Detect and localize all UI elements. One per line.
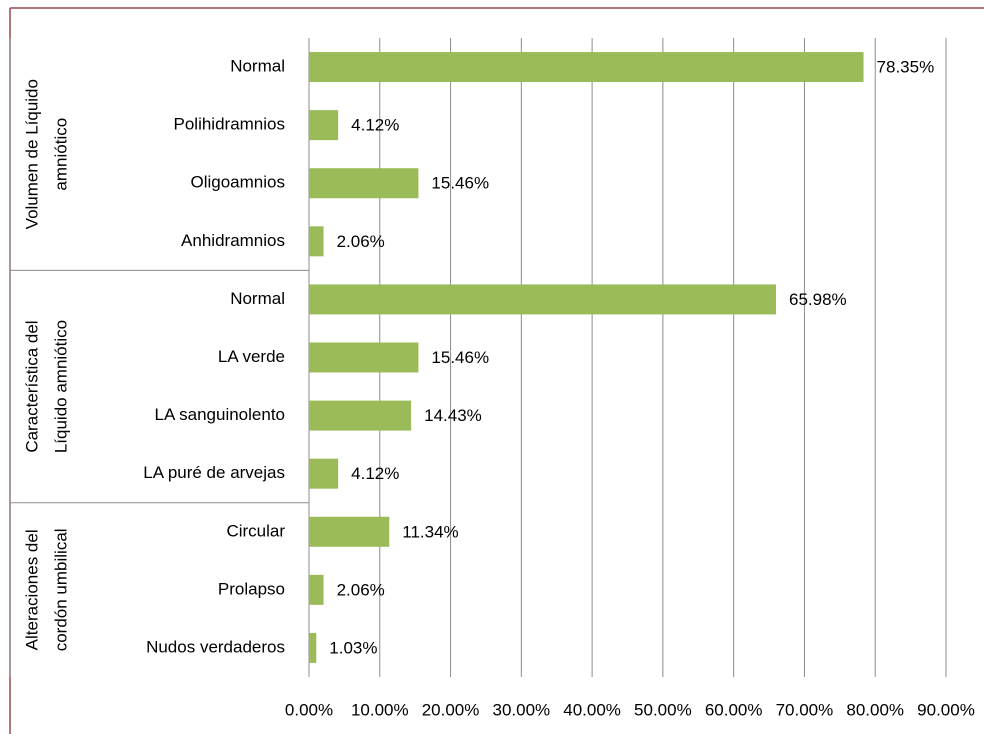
y-tick-label: Nudos verdaderos <box>146 637 285 656</box>
y-tick-label: Polihidramnios <box>174 115 286 134</box>
group-label: Característica del <box>22 320 41 452</box>
y-tick-label: Prolapso <box>218 579 285 598</box>
value-label: 4.12% <box>351 116 399 135</box>
x-tick-label: 80.00% <box>846 700 904 719</box>
group-label: Alteraciones del <box>22 529 41 650</box>
group-label: cordón umbilical <box>51 528 70 651</box>
group-label: Volumen de Líquido <box>22 79 41 229</box>
value-label: 15.46% <box>431 174 489 193</box>
bar <box>309 458 339 489</box>
value-label: 11.34% <box>402 522 458 541</box>
bar <box>309 226 324 257</box>
x-tick-label: 90.00% <box>917 700 975 719</box>
bar <box>309 284 776 315</box>
x-tick-label: 70.00% <box>776 700 834 719</box>
y-tick-label: Normal <box>230 289 285 308</box>
group-label: Líquido amniótico <box>51 320 70 453</box>
bar <box>309 516 390 547</box>
bar <box>309 574 324 605</box>
y-tick-label: LA verde <box>218 347 285 366</box>
y-tick-label: LA puré de arvejas <box>143 463 285 482</box>
x-tick-label: 20.00% <box>422 700 480 719</box>
y-tick-label: Anhidramnios <box>181 231 285 250</box>
value-label: 2.06% <box>337 232 385 251</box>
bar <box>309 52 864 83</box>
y-tick-label: Oligoamnios <box>191 173 286 192</box>
value-label: 78.35% <box>877 58 935 77</box>
x-tick-label: 0.00% <box>285 700 333 719</box>
bar <box>309 168 419 199</box>
x-tick-label: 50.00% <box>634 700 692 719</box>
y-tick-label: Normal <box>230 57 285 76</box>
value-label: 1.03% <box>329 638 377 657</box>
group-label: amniótico <box>51 118 70 191</box>
x-tick-label: 30.00% <box>492 700 550 719</box>
bar <box>309 110 339 141</box>
bar <box>309 342 419 373</box>
x-tick-label: 10.00% <box>351 700 409 719</box>
y-tick-label: Circular <box>226 521 285 540</box>
bar <box>309 632 317 663</box>
value-label: 4.12% <box>351 464 399 483</box>
value-label: 14.43% <box>424 406 482 425</box>
value-label: 15.46% <box>431 348 489 367</box>
y-tick-label: LA sanguinolento <box>155 405 285 424</box>
bar <box>309 400 412 431</box>
x-tick-label: 60.00% <box>705 700 763 719</box>
value-label: 65.98% <box>789 290 847 309</box>
x-tick-label: 40.00% <box>563 700 621 719</box>
value-label: 2.06% <box>337 580 385 599</box>
